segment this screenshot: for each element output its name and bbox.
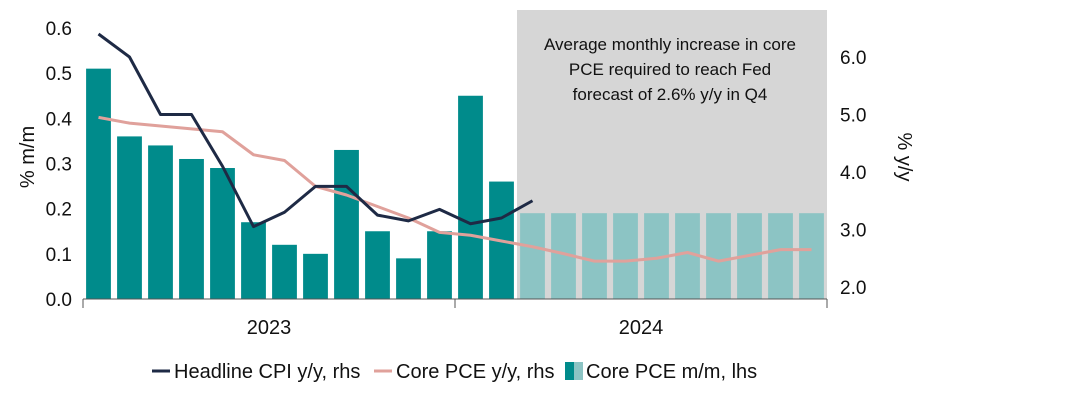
legend-swatch-core-pce-mm-actual xyxy=(565,362,574,380)
bar-actual xyxy=(303,253,328,299)
right-axis-tick-label: 6.0 xyxy=(840,48,866,69)
legend: Headline CPI y/y, rhs Core PCE y/y, rhs … xyxy=(152,361,757,383)
left-axis-tick-label: 0.0 xyxy=(46,290,72,311)
bar-actual xyxy=(272,244,297,299)
bar-required xyxy=(613,213,638,299)
bar-actual xyxy=(396,258,421,299)
bar-actual xyxy=(117,136,142,299)
left-axis-tick-label: 0.5 xyxy=(46,64,72,85)
bar-actual xyxy=(365,231,390,299)
bar-required xyxy=(520,213,545,299)
legend-swatch-core-pce-mm-required xyxy=(574,362,583,380)
right-axis-tick-label: 4.0 xyxy=(840,163,866,184)
left-axis-tick-label: 0.4 xyxy=(46,109,73,130)
bar-actual xyxy=(210,168,235,299)
axes-group: 0.0 0.1 0.2 0.3 0.4 0.5 0.6 2.0 3.0 4.0 5.0 6.0 xyxy=(46,19,867,311)
core-pce-yy-line xyxy=(98,115,812,263)
annotation-line-1: Average monthly increase in core xyxy=(544,35,796,54)
right-axis-tick-label: 3.0 xyxy=(840,221,866,242)
required-bars-group xyxy=(520,213,824,299)
left-axis-tick-label: 0.2 xyxy=(46,200,72,221)
bar-actual xyxy=(458,95,483,299)
bar-required xyxy=(799,213,824,299)
lines-group xyxy=(97,32,812,263)
year-label-2023: 2023 xyxy=(247,317,292,339)
bar-required xyxy=(706,213,731,299)
bar-actual xyxy=(86,68,111,300)
right-axis-tick-label: 5.0 xyxy=(840,106,866,127)
bar-actual xyxy=(148,145,173,299)
legend-label-core-pce-yy: Core PCE y/y, rhs xyxy=(396,361,555,383)
right-axis-title: % y/y xyxy=(893,133,915,182)
left-axis-title: % m/m xyxy=(17,126,39,188)
bar-required xyxy=(768,213,793,299)
bar-actual xyxy=(179,158,204,299)
annotation-line-3: forecast of 2.6% y/y in Q4 xyxy=(573,85,768,104)
bar-actual xyxy=(427,231,452,299)
left-axis-tick-label: 0.6 xyxy=(46,19,72,40)
actual-bars-group xyxy=(86,68,514,300)
bar-actual xyxy=(334,149,359,299)
legend-label-headline-cpi: Headline CPI y/y, rhs xyxy=(174,361,360,383)
right-axis-tick-label: 2.0 xyxy=(840,278,866,299)
left-axis-tick-label: 0.3 xyxy=(46,155,72,176)
headline-cpi-yy-line xyxy=(97,32,534,229)
bar-required xyxy=(582,213,607,299)
legend-label-core-pce-mm: Core PCE m/m, lhs xyxy=(586,361,757,383)
bar-actual xyxy=(241,222,266,299)
left-axis-tick-label: 0.1 xyxy=(46,245,72,266)
annotation-line-2: PCE required to reach Fed xyxy=(569,60,771,79)
year-label-2024: 2024 xyxy=(619,317,664,339)
